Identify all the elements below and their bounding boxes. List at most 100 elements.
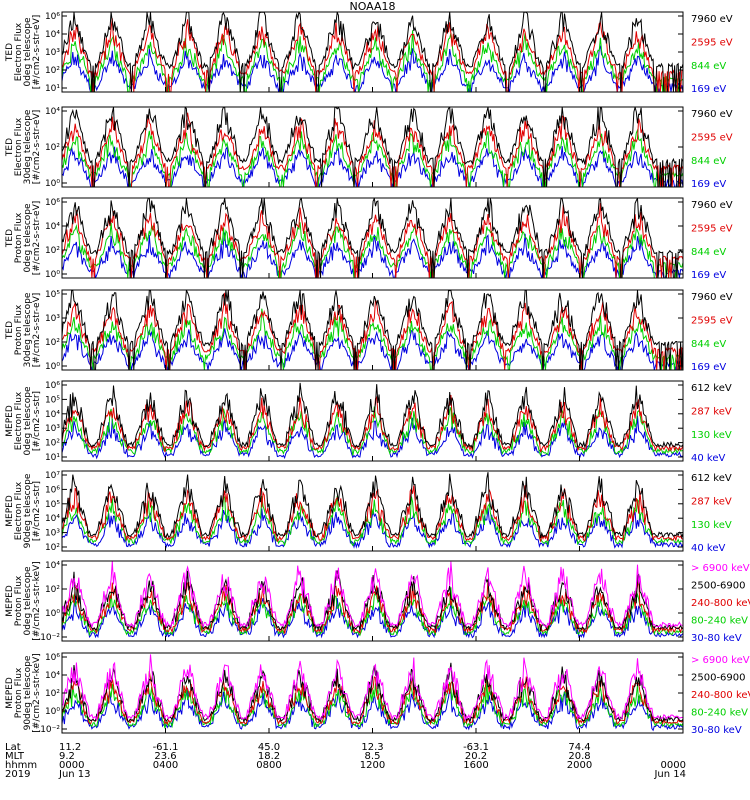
legend-3-2: 2595 eV	[691, 223, 733, 234]
legend-4-4: 169 eV	[691, 362, 726, 373]
xtick-hhmm-7: 0000	[661, 760, 686, 771]
legend-7-5: 30-80 keV	[691, 633, 742, 644]
ylabel-3-2: Proton Flux	[14, 212, 24, 263]
ytick-label-6-5: 10³	[45, 529, 60, 539]
series-1-1	[62, 12, 683, 92]
ytick-label-2-3: 10⁰	[45, 179, 60, 189]
ylabel-8-3: 90deg telescope	[23, 655, 33, 730]
ytick-label-4-1: 10⁵	[45, 290, 60, 300]
legend-7-4: 80-240 keV	[691, 616, 748, 627]
ylabel-7-2: Proton Flux	[14, 575, 24, 626]
series-6-1	[62, 472, 683, 539]
panel-5-frame	[61, 380, 684, 462]
ytick-label-3-4: 10⁰	[45, 270, 60, 280]
legend-1-3: 844 eV	[691, 61, 726, 72]
legend-5-1: 612 keV	[691, 383, 732, 394]
ytick-label-4-3: 10²	[45, 338, 60, 348]
panel-4-frame	[61, 289, 684, 371]
ylabel-4-3: 30deg telescope	[23, 292, 33, 367]
ytick-label-7-3: 10⁰	[45, 609, 60, 619]
ylabel-3-1: TED	[5, 229, 15, 248]
xtick-mlt-3: 18.2	[258, 751, 280, 762]
xtick-hhmm-5: 1600	[463, 760, 488, 771]
xtick-lat-6: 74.4	[568, 742, 590, 753]
series-5-2	[62, 394, 683, 453]
ylabel-8-4: [#/cm2-s-str-keV]	[32, 653, 42, 732]
panel-6-traces	[62, 472, 683, 549]
ytick-label-8-3: 10²	[45, 689, 60, 699]
series-8-3	[62, 671, 683, 726]
xtick-mlt-1: 9.2	[59, 751, 75, 762]
xtick-lat-3: 45.0	[258, 742, 280, 753]
ytick-label-7-4: 10⁻²	[40, 633, 60, 643]
series-6-2	[62, 485, 683, 543]
panel-2: 10⁴ 10² 10⁰ TED Electron Flux 30deg telescope…	[5, 106, 733, 190]
legend-4-3: 844 eV	[691, 339, 726, 350]
legend-3-3: 844 eV	[691, 247, 726, 258]
ylabel-6-1: MEPED	[5, 495, 15, 527]
panel-5: 10⁶ 10⁵ 10⁴ 10³ 10² 10¹ MEPED Electron Flux 0deg…	[5, 380, 732, 464]
ylabel-6-2: Electron Flux	[14, 481, 24, 540]
legend-5-2: 287 keV	[691, 406, 732, 417]
ylabel-5-1: MEPED	[5, 405, 15, 437]
xtick-lat-2: -61.1	[153, 742, 179, 753]
series-8-1	[62, 654, 683, 721]
ytick-label-1-5: 10¹	[45, 84, 60, 94]
legend-2-2: 2595 eV	[691, 132, 733, 143]
ylabel-4-1: TED	[5, 321, 15, 340]
ylabel-2-4: [#/cm2-s-str-eV]	[32, 110, 42, 185]
panel-4: 10⁵ 10³ 10² 10⁰ TED Proton Flux 30deg telescop…	[5, 289, 733, 373]
legend-7-1: > 6900 keV	[691, 563, 750, 574]
xaxis-row-label-4: 2019	[5, 769, 30, 780]
ytick-label-5-2: 10⁵	[45, 395, 60, 405]
ytick-label-5-1: 10⁶	[45, 381, 60, 391]
ylabel-2-1: TED	[5, 138, 15, 157]
xtick-mlt-6: 20.8	[568, 751, 590, 762]
legend-4-2: 2595 eV	[691, 315, 733, 326]
xtick-hhmm-6: 2000	[567, 760, 592, 771]
legend-6-4: 40 keV	[691, 543, 725, 554]
series-2-2	[62, 112, 683, 187]
panel-1-traces	[62, 12, 683, 92]
xtick-lat-4: 12.3	[361, 742, 383, 753]
ytick-label-8-5: 10⁻²	[40, 725, 60, 735]
panel-5-traces	[62, 382, 683, 460]
ytick-label-1-2: 10⁴	[45, 30, 60, 40]
xaxis-row-label-3: hhmm	[5, 760, 37, 771]
xaxis-row-label-2: MLT	[5, 751, 25, 762]
ytick-label-3-1: 10⁶	[45, 198, 60, 208]
panel-3-traces	[62, 198, 683, 278]
series-5-4	[62, 415, 683, 460]
legend-5-4: 40 keV	[691, 453, 725, 464]
ytick-label-1-4: 10²	[45, 66, 60, 76]
ylabel-1-3: 0deg telescope	[23, 17, 33, 87]
series-8-4	[62, 680, 683, 729]
xtick-lat-5: -63.1	[463, 742, 489, 753]
legend-6-2: 287 keV	[691, 496, 732, 507]
ytick-label-6-3: 10⁵	[45, 500, 60, 510]
series-5-1	[62, 382, 683, 450]
ylabel-1-2: Electron Flux	[14, 22, 24, 81]
ylabel-5-4: [#/cm2-s-str]	[32, 391, 42, 451]
ytick-label-5-6: 10¹	[45, 453, 60, 463]
ytick-label-1-1: 10⁶	[45, 12, 60, 22]
ylabel-1-4: [#/cm2-s-str-eV]	[32, 15, 42, 90]
panel-2-traces	[62, 107, 683, 187]
xtick-date-7: Jun 14	[653, 769, 686, 780]
panel-2-frame	[61, 106, 684, 188]
xtick-lat-1: 11.2	[59, 742, 81, 753]
legend-8-2: 2500-6900	[691, 673, 746, 684]
legend-3-1: 7960 eV	[691, 200, 733, 211]
ylabel-3-3: 0deg telescope	[23, 203, 33, 273]
panel-7: 10⁴ 10² 10⁰ 10⁻² MEPED Proton Flux 0deg telesc…	[5, 560, 750, 644]
xtick-hhmm-3: 0800	[256, 760, 281, 771]
ytick-label-6-1: 10⁷	[45, 471, 60, 481]
panel-8-traces	[62, 654, 683, 732]
chart-title: NOAA18	[349, 0, 395, 13]
legend-8-4: 80-240 keV	[691, 708, 748, 719]
ytick-label-2-2: 10²	[45, 143, 60, 153]
ytick-label-6-4: 10⁴	[45, 514, 60, 524]
legend-7-3: 240-800 keV	[691, 598, 750, 609]
ytick-label-7-1: 10⁴	[45, 561, 60, 571]
